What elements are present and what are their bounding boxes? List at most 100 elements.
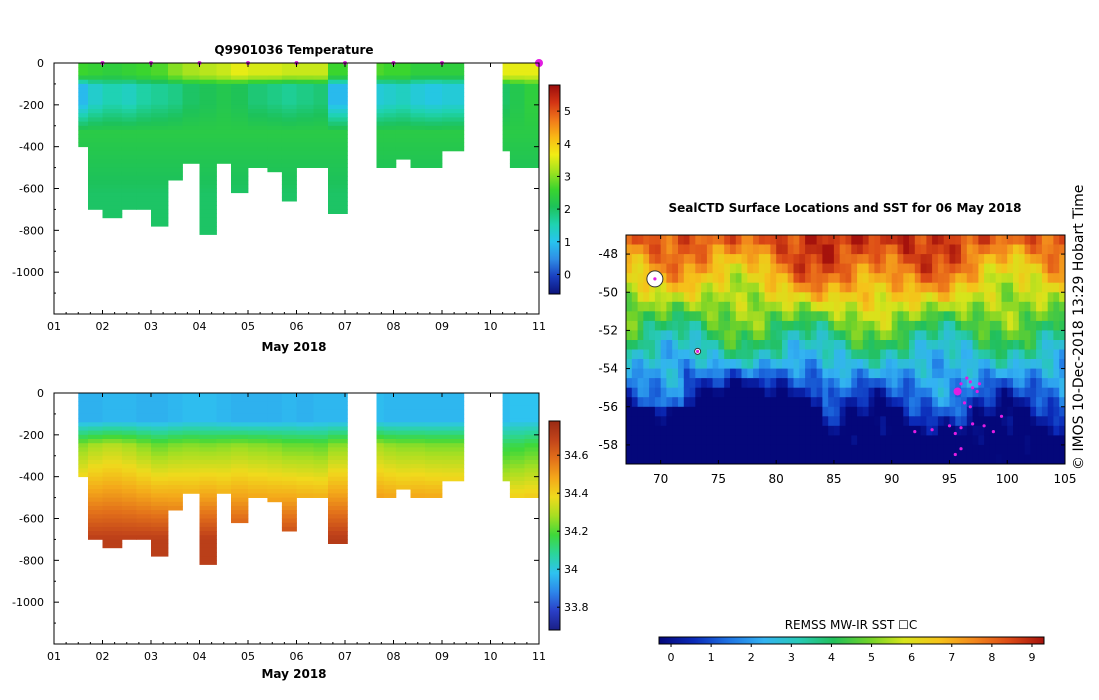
sst-cell — [1047, 349, 1054, 360]
sst-cell — [741, 263, 748, 274]
sst-cell — [787, 397, 794, 408]
sst-cell — [822, 425, 829, 436]
section-cell — [216, 426, 232, 432]
sst-cell — [966, 244, 974, 255]
sst-cell — [782, 340, 789, 350]
sst-cell — [799, 425, 806, 436]
section-cell — [102, 96, 123, 102]
section-cell — [296, 451, 314, 457]
x-tick-label: 01 — [47, 320, 61, 333]
seal-position — [696, 349, 700, 353]
sst-cell — [660, 378, 667, 389]
section-cell — [231, 71, 249, 76]
section-cell — [410, 447, 426, 452]
sst-cell — [943, 330, 950, 341]
sst-cell — [701, 444, 708, 455]
sst-cell — [862, 244, 870, 255]
sst-cell — [932, 454, 939, 464]
sst-cell — [793, 282, 800, 293]
section-cell — [313, 409, 329, 415]
sst-cell — [1053, 425, 1060, 436]
section-cell — [216, 109, 232, 114]
sst-cell — [678, 444, 685, 455]
sst-cell — [1030, 435, 1037, 446]
section-cell — [267, 146, 283, 152]
sst-cell — [706, 359, 714, 369]
sst-cell — [961, 340, 968, 350]
section-cell — [376, 109, 385, 114]
sst-cell — [1030, 254, 1037, 265]
sst-cell — [1024, 397, 1031, 408]
section-cell — [281, 175, 297, 181]
section-cell — [383, 163, 397, 168]
section-cell — [383, 409, 397, 415]
sst-cell — [758, 454, 766, 464]
sst-cell — [897, 263, 904, 274]
sst-cell — [989, 378, 997, 389]
section-cell — [182, 109, 200, 114]
section-cell — [395, 75, 411, 81]
sst-cell — [961, 301, 968, 312]
sst-cell — [649, 349, 656, 360]
sst-cell — [949, 359, 956, 369]
sst-cell — [758, 359, 766, 369]
section-cell — [395, 113, 411, 118]
sst-cell — [660, 454, 667, 464]
sst-cell — [747, 301, 754, 312]
sst-cell — [903, 406, 910, 417]
sst-cell — [660, 340, 667, 350]
section-cell — [281, 100, 297, 106]
sst-cell — [654, 444, 662, 455]
sst-cell — [891, 378, 898, 389]
section-cell — [102, 196, 123, 202]
sst-cell — [995, 387, 1002, 398]
sst-cell — [909, 273, 916, 284]
section-cell — [267, 489, 283, 494]
section-cell — [151, 213, 169, 219]
section-cell — [425, 459, 443, 465]
sst-cell — [816, 444, 823, 455]
section-cell — [509, 113, 525, 118]
section-cell — [78, 79, 89, 85]
sst-cell — [672, 435, 679, 446]
sst-cell — [747, 359, 754, 369]
sst-cell — [937, 349, 945, 360]
section-cell — [136, 96, 152, 102]
section-cell — [102, 497, 123, 503]
sst-cell — [920, 387, 927, 398]
sst-cell — [654, 330, 662, 341]
section-cell — [425, 159, 443, 164]
section-cell — [281, 422, 297, 427]
sst-cell — [972, 397, 979, 408]
sst-cell — [943, 349, 950, 360]
sst-cell — [1059, 368, 1065, 379]
sst-cell — [730, 368, 737, 379]
sst-cell — [770, 301, 777, 312]
section-cell — [182, 447, 200, 452]
sst-cell — [747, 416, 754, 427]
sst-cell — [747, 282, 754, 293]
section-cell — [231, 92, 249, 97]
sst-cell — [764, 235, 771, 245]
section-cell — [231, 468, 249, 473]
section-cell — [121, 493, 137, 498]
sst-cell — [897, 320, 904, 331]
section-cell — [281, 129, 297, 135]
section-cell — [313, 159, 329, 164]
sst-cell — [966, 235, 974, 245]
section-cell — [216, 439, 232, 444]
sst-cell — [649, 330, 656, 341]
sst-cell — [880, 254, 887, 265]
sst-cell — [857, 349, 864, 360]
section-cell — [199, 455, 217, 461]
sst-cell — [631, 454, 639, 464]
section-cell — [502, 397, 511, 402]
sst-cell — [833, 397, 841, 408]
sst-cell — [989, 330, 997, 341]
section-cell — [313, 472, 329, 478]
sst-cell — [1030, 235, 1037, 245]
sst-cell — [741, 320, 748, 331]
section-cell — [121, 184, 137, 189]
section-cell — [151, 447, 169, 452]
section-cell — [182, 104, 200, 110]
